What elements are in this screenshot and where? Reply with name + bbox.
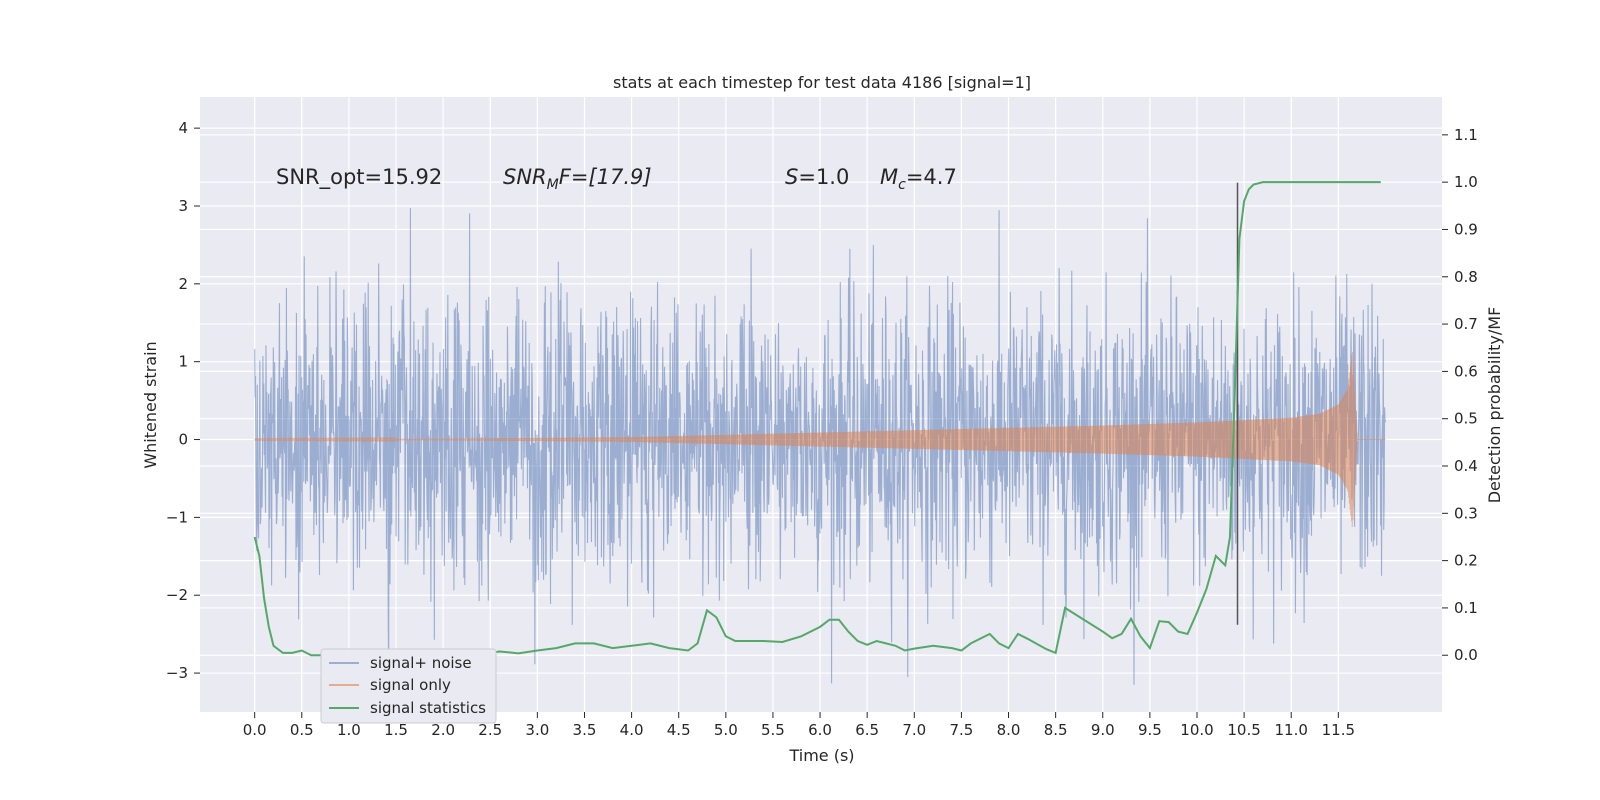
x-axis-label: Time (s) (788, 746, 854, 765)
right-y-axis: 0.0 0.1 0.2 0.3 0.4 0.5 0.6 0.7 0.8 0.9 1.0 1.1 (1442, 126, 1478, 664)
x-tick-label: 3.5 (573, 721, 597, 739)
x-tick-label: 4.0 (620, 721, 644, 739)
legend-label-signal-only: signal only (370, 676, 451, 694)
annotation-snr-mf-sub: M (547, 177, 559, 193)
x-tick-label: 7.5 (949, 721, 973, 739)
x-tick-label: 8.0 (997, 721, 1021, 739)
annotation-mc-label: M (880, 165, 898, 189)
y-tick-label-right: 1.1 (1454, 126, 1478, 144)
x-tick-label: 6.0 (808, 721, 832, 739)
y-tick-label-left: 0 (178, 431, 188, 449)
x-tick-label: 9.0 (1091, 721, 1115, 739)
x-tick-label: 2.0 (431, 721, 455, 739)
y-tick-label-right: 0.0 (1454, 646, 1478, 664)
y-tick-label-right: 0.4 (1454, 457, 1478, 475)
x-tick-label: 5.0 (714, 721, 738, 739)
x-tick-label: 1.5 (384, 721, 408, 739)
x-tick-label: 8.5 (1044, 721, 1068, 739)
y-tick-label-right: 0.8 (1454, 268, 1478, 286)
legend-label-signal-statistics: signal statistics (370, 699, 486, 717)
x-tick-label: 2.5 (478, 721, 502, 739)
y-tick-label-left: 3 (178, 197, 188, 215)
y-tick-label-right: 0.6 (1454, 362, 1478, 380)
annotation-mc-sub: c (898, 177, 906, 193)
series-signal-noise-line (254, 208, 1387, 685)
x-tick-label: 10.0 (1180, 721, 1213, 739)
y-axis-label-left: Whitened strain (141, 341, 160, 468)
y-tick-label-right: 1.0 (1454, 173, 1478, 191)
annotation-snr-mf-value: F=[17.9] (559, 165, 652, 189)
y-tick-label-right: 0.5 (1454, 410, 1478, 428)
annotation-s-value: =1.0 (798, 165, 849, 189)
x-tick-label: 0.0 (243, 721, 267, 739)
y-tick-label-left: 2 (178, 275, 188, 293)
x-tick-label: 7.0 (902, 721, 926, 739)
x-tick-label: 11.5 (1322, 721, 1355, 739)
x-tick-label: 6.5 (855, 721, 879, 739)
annotation-snr-mf-label: SNR (503, 165, 547, 189)
annotation-snr-mf: SNRMF=[17.9] (503, 165, 652, 193)
chart-title: stats at each timestep for test data 418… (613, 73, 1031, 92)
y-tick-label-right: 0.3 (1454, 504, 1478, 522)
y-tick-label-right: 0.9 (1454, 220, 1478, 238)
legend: signal+ noise signal only signal statist… (320, 648, 497, 724)
y-tick-label-left: 1 (178, 353, 188, 371)
annotation-mc: Mc=4.7 (880, 165, 957, 193)
annotation-s-label: S (785, 165, 798, 189)
annotation-s: S=1.0 (785, 165, 849, 189)
x-tick-label: 1.0 (337, 721, 361, 739)
x-tick-label: 10.5 (1227, 721, 1260, 739)
x-tick-label: 5.5 (761, 721, 785, 739)
y-tick-label-right: 0.7 (1454, 315, 1478, 333)
legend-box (320, 648, 497, 724)
y-tick-label-left: −1 (166, 508, 188, 526)
x-axis: 0.0 0.5 1.0 1.5 2.0 2.5 3.0 3.5 4.0 4.5 5.0 5.5 6.0 6… (243, 712, 1355, 739)
y-tick-label-left: 4 (178, 119, 188, 137)
annotation-mc-value: =4.7 (906, 165, 957, 189)
y-axis-label-right: Detection probability/MF (1485, 307, 1504, 504)
x-tick-label: 4.5 (667, 721, 691, 739)
annotation-snr-opt: SNR_opt=15.92 (276, 165, 442, 190)
y-tick-label-left: −2 (166, 586, 188, 604)
x-tick-label: 0.5 (290, 721, 314, 739)
y-tick-label-right: 0.1 (1454, 599, 1478, 617)
series-signal-only-line (254, 352, 1386, 528)
legend-label-signal-noise: signal+ noise (370, 654, 472, 672)
y-tick-label-right: 0.2 (1454, 552, 1478, 570)
x-tick-label: 3.0 (525, 721, 549, 739)
x-tick-label: 11.0 (1275, 721, 1308, 739)
x-tick-label: 9.5 (1138, 721, 1162, 739)
left-y-axis: −3 −2 −1 0 1 2 3 4 (166, 119, 200, 682)
y-tick-label-left: −3 (166, 664, 188, 682)
